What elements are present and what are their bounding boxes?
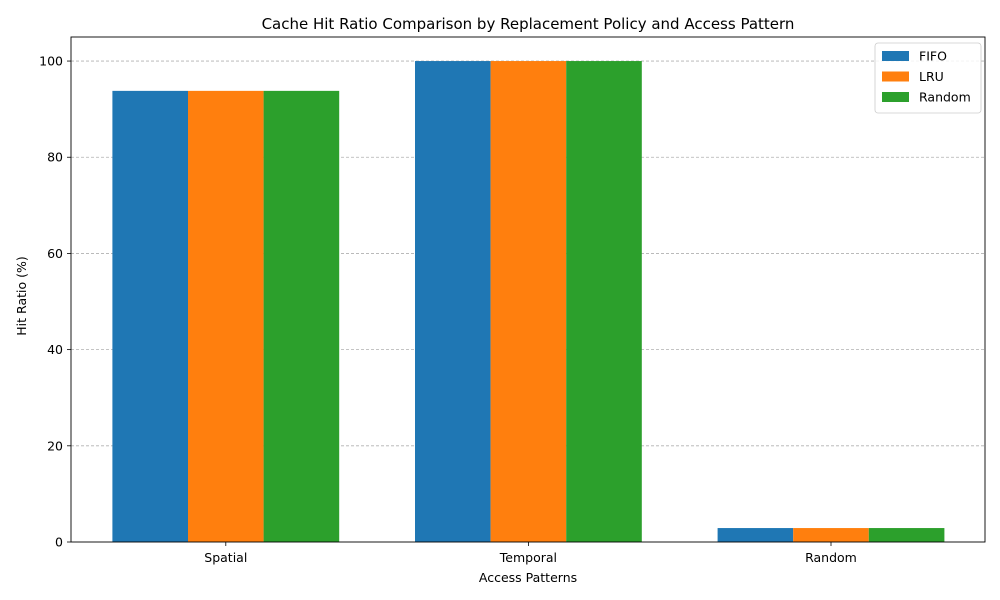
legend: FIFO LRU Random bbox=[874, 42, 982, 114]
bar-lru-spatial bbox=[188, 90, 264, 542]
y-tick-label: 20 bbox=[47, 438, 63, 453]
y-tick-label: 80 bbox=[47, 150, 63, 165]
bar-random-temporal bbox=[566, 61, 642, 543]
ticks-group: 0 20 40 60 80 100 Spatial Temporal Random bbox=[39, 54, 857, 565]
bar-lru-random bbox=[793, 528, 869, 542]
x-tick-label: Temporal bbox=[499, 550, 557, 565]
y-tick-label: 60 bbox=[47, 246, 63, 261]
legend-swatch bbox=[882, 92, 909, 102]
bar-lru-temporal bbox=[490, 61, 567, 543]
chart-title: Cache Hit Ratio Comparison by Replacemen… bbox=[262, 15, 795, 33]
bar-fifo-random bbox=[717, 528, 794, 542]
legend-label: Random bbox=[919, 90, 971, 105]
bar-fifo-spatial bbox=[112, 90, 188, 542]
bar-random-spatial bbox=[263, 90, 340, 542]
x-axis-label: Access Patterns bbox=[479, 570, 577, 585]
legend-label: LRU bbox=[919, 69, 944, 84]
bar-fifo-temporal bbox=[415, 61, 491, 543]
legend-label: FIFO bbox=[919, 49, 947, 64]
x-tick-label: Spatial bbox=[204, 550, 247, 565]
legend-swatch bbox=[882, 71, 909, 82]
y-tick-label: 0 bbox=[55, 535, 63, 550]
bar-random-random bbox=[868, 528, 945, 542]
y-tick-label: 40 bbox=[47, 342, 63, 357]
bars-group bbox=[112, 61, 945, 543]
y-tick-label: 100 bbox=[39, 54, 63, 69]
legend-swatch bbox=[882, 51, 909, 61]
y-axis-label: Hit Ratio (%) bbox=[14, 256, 29, 335]
x-tick-label: Random bbox=[805, 550, 857, 565]
